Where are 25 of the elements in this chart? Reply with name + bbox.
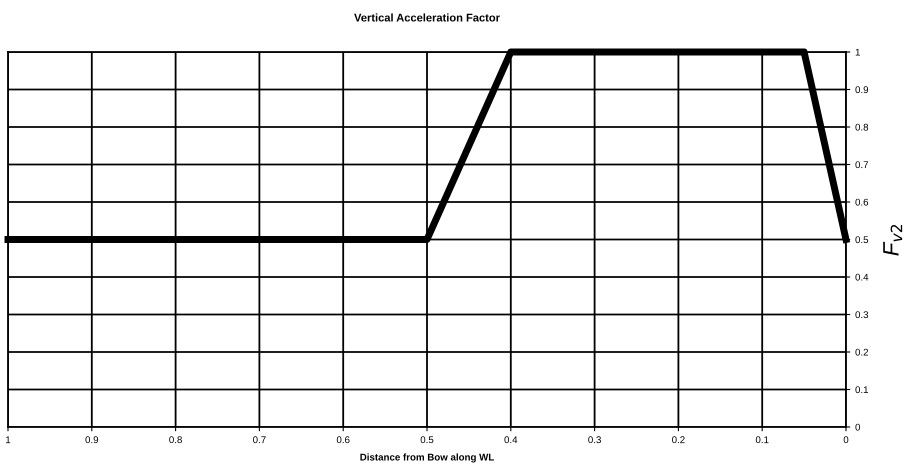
x-tick-label: 1 [6,436,10,444]
x-tick-label: 0.2 [672,436,685,444]
y-tick-label: 0.2 [855,348,868,356]
x-tick-label: 0.3 [588,436,601,444]
x-tick-label: 0.1 [756,436,768,444]
x-tick-label: 0.8 [169,436,182,444]
x-axis-title: Distance from Bow along WL [360,453,494,463]
x-tick-label: 0.6 [336,436,350,444]
x-tick-label: 0.5 [420,436,434,444]
y-tick-label: 0.9 [855,86,868,94]
y-tick-label: 0.6 [855,198,868,206]
y-tick-label: 0.7 [855,161,868,168]
x-tick-label: 0.4 [504,436,518,444]
y-tick-label: 0 [855,424,860,431]
y-tick-label: 0.1 [855,386,868,394]
y-tick-label: 0.5 [855,236,868,244]
y-tick-label: 0.3 [855,311,868,318]
y-axis-title: F$_{v2}$ [883,224,902,256]
x-tick-label: 0 [844,436,848,444]
y-tick-label: 0.8 [855,124,868,131]
x-tick-label: 0.7 [253,436,266,444]
y-tick-label: 0.4 [855,274,868,281]
y-tick-label: 1 [856,48,860,56]
chart-title: Vertical Acceleration Factor [354,13,500,22]
x-tick-label: 0.9 [85,436,98,444]
